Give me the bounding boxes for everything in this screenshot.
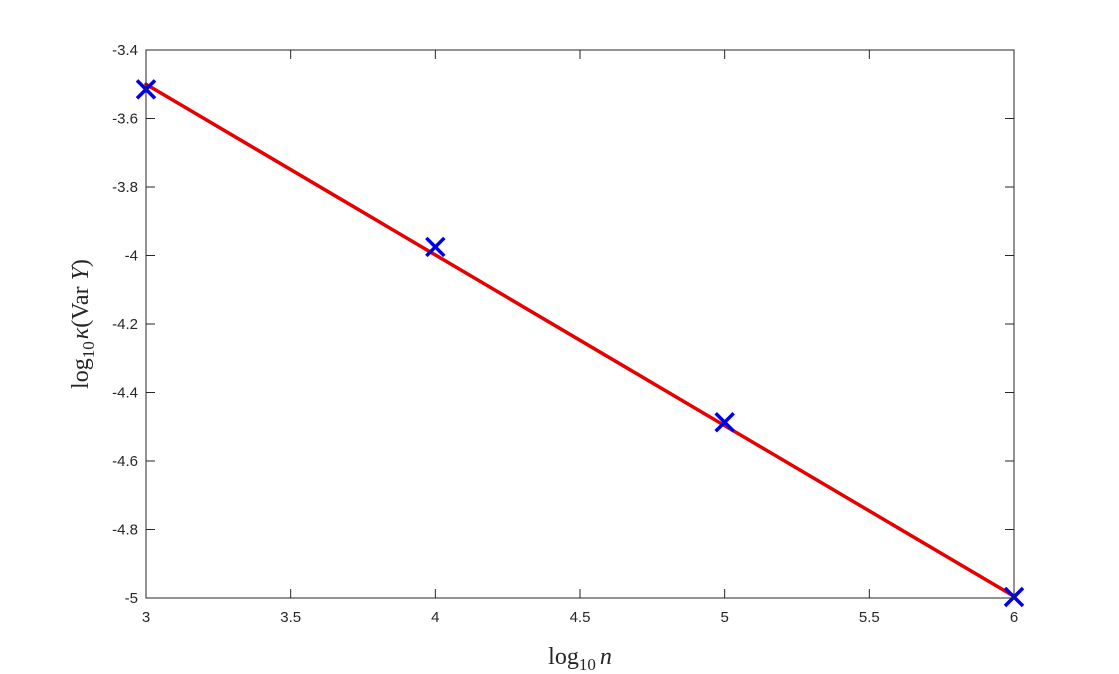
y-tick-label: -5 [125,590,138,607]
y-tick-label: -3.6 [112,111,138,128]
x-tick-label: 6 [1010,609,1018,626]
fit-line [144,82,1016,599]
plot-area [146,50,1014,598]
x-axis-label: log10 n [548,644,612,674]
x-tick-label: 5.5 [859,609,880,626]
y-tick-label: -4.6 [112,453,138,470]
x-tick-label: 3 [142,609,150,626]
y-tick-label: -4.8 [112,522,138,539]
x-tick-label: 3.5 [280,609,301,626]
y-tick-label: -3.4 [112,42,138,59]
y-tick-label: -4.2 [112,316,138,333]
x-tick-label: 5 [720,609,728,626]
y-tick-label: -4.4 [112,385,138,402]
data-point-marker [714,412,735,433]
x-tick-label: 4.5 [570,609,591,626]
y-axis-label: log10κ(Var Y) [68,259,98,389]
y-tick-label: -4 [125,248,138,265]
y-tick-label: -3.8 [112,179,138,196]
x-tick-label: 4 [431,609,439,626]
data-point-marker [425,236,446,258]
ticks-layer: 3 3.5 4 4.5 5 5.5 6 -3.4 -3.6 -3.8 -4 -4.2 -4.4 -4.6 -… [112,42,1018,626]
